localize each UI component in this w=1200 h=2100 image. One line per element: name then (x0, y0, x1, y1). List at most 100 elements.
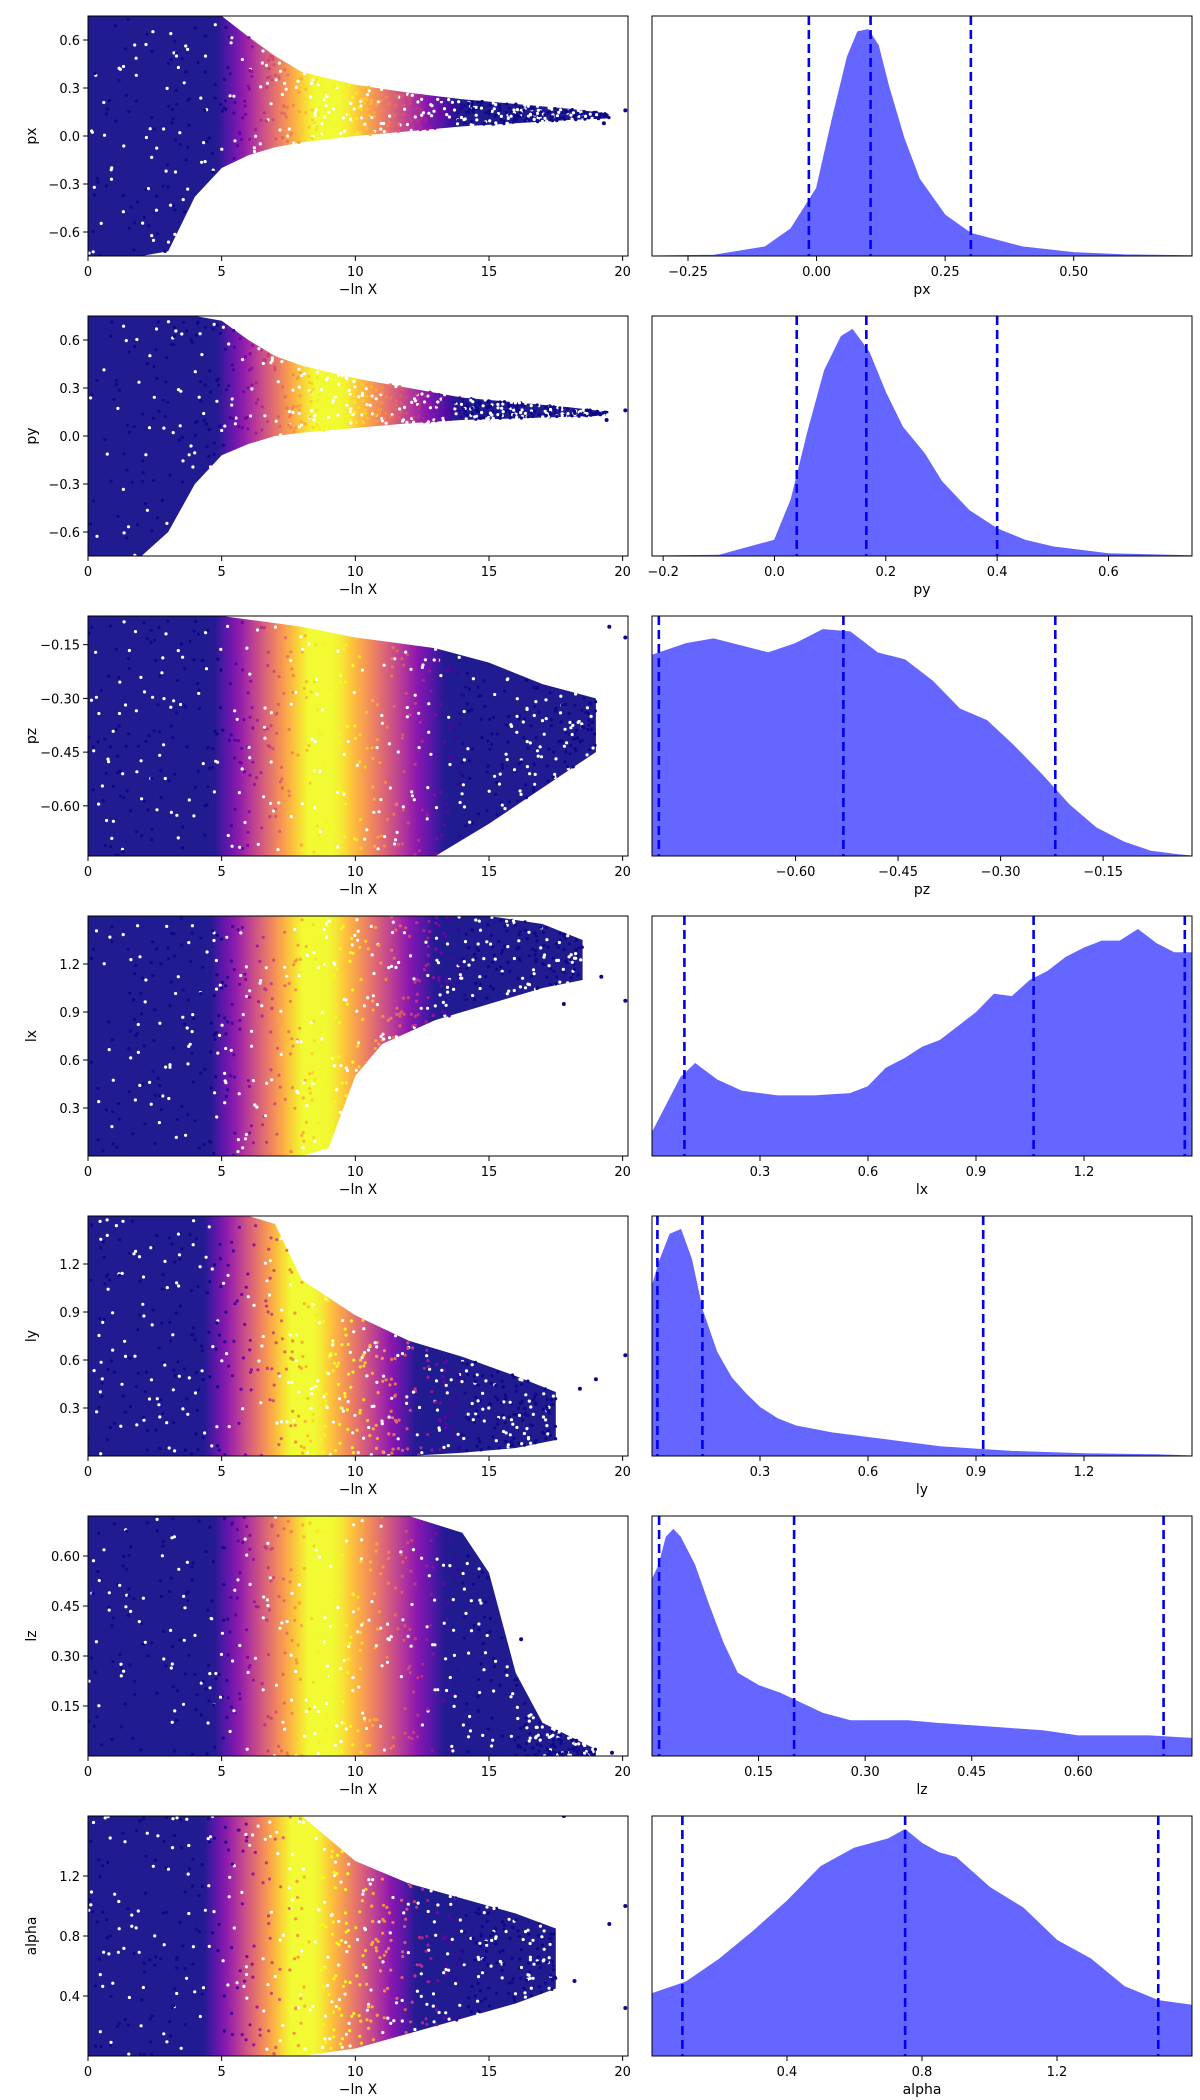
xtick-label: 5 (218, 865, 226, 880)
sample-point (399, 393, 403, 398)
sample-point (171, 1685, 175, 1689)
sample-point (224, 25, 228, 29)
sample-point (372, 111, 376, 115)
sample-point (290, 1350, 294, 1354)
sample-point (192, 814, 196, 818)
sample-point (232, 345, 236, 349)
sample-point (204, 422, 208, 426)
sample-point (502, 1416, 506, 1420)
sample-point (302, 1446, 306, 1450)
sample-point (507, 989, 511, 993)
sample-point (96, 180, 100, 184)
sample-point (213, 1745, 217, 1749)
sample-point (318, 1385, 322, 1389)
sample-point (428, 929, 432, 934)
sample-point (360, 1641, 364, 1645)
sample-point (518, 985, 523, 989)
sample-point (179, 916, 183, 920)
sample-point (623, 998, 628, 1003)
sample-point (368, 1434, 372, 1438)
sample-point (526, 1928, 530, 1932)
sample-point (270, 1367, 274, 1371)
sample-point (422, 1366, 426, 1370)
sample-point (324, 1674, 329, 1678)
sample-point (301, 1451, 305, 1455)
sample-point (573, 737, 577, 741)
sample-point (245, 1628, 249, 1632)
sample-point (364, 387, 368, 391)
sample-point (377, 1920, 381, 1924)
sample-point (324, 1701, 329, 1706)
sample-point (574, 1742, 578, 1746)
sample-point (278, 1938, 282, 1942)
sample-point (459, 402, 464, 406)
sample-point (585, 753, 589, 757)
sample-point (296, 943, 300, 947)
sample-point (221, 325, 225, 329)
sample-point (242, 718, 246, 722)
sample-point (540, 719, 545, 723)
sample-point (352, 1358, 356, 1362)
sample-point (551, 775, 555, 779)
sample-point (171, 431, 175, 435)
sample-point (452, 1435, 456, 1439)
sample-point (174, 1311, 178, 1315)
sample-point (422, 929, 426, 933)
sample-point (379, 1524, 383, 1528)
sample-point (224, 1095, 228, 1099)
sample-point (362, 1364, 366, 1368)
sample-point (173, 325, 177, 330)
sample-point (217, 1922, 221, 1926)
trace-axes (87, 315, 629, 557)
sample-point (222, 2029, 226, 2033)
sample-point (444, 418, 448, 422)
sample-point (88, 1719, 91, 1723)
xtick-label: 20 (614, 1765, 631, 1780)
sample-point (253, 1850, 257, 1855)
sample-point (347, 388, 351, 392)
sample-point (341, 1409, 345, 1413)
sample-point (405, 705, 409, 710)
sample-point (108, 1934, 112, 1938)
sample-point (295, 1661, 299, 1665)
sample-point (393, 1418, 398, 1423)
sample-point (371, 785, 375, 789)
sample-point (442, 1699, 446, 1703)
sample-point (434, 936, 439, 940)
sample-point (426, 420, 430, 424)
sample-point (141, 1302, 145, 1306)
sample-point (175, 102, 179, 106)
sample-point (169, 31, 173, 36)
sample-point (439, 397, 443, 401)
sample-point (514, 1389, 519, 1393)
sample-point (567, 1736, 571, 1740)
sample-point (585, 111, 589, 115)
xtick-label: 0 (84, 265, 92, 280)
sample-point (344, 1727, 348, 1731)
sample-point (175, 1281, 179, 1285)
sample-point (457, 962, 461, 966)
sample-point (100, 784, 104, 788)
sample-point (224, 1046, 228, 1051)
sample-point (523, 783, 528, 787)
sample-point (420, 1674, 424, 1678)
sample-point (169, 724, 173, 728)
sample-point (476, 1975, 481, 1979)
sample-point (197, 395, 201, 399)
sample-point (420, 1723, 424, 1727)
sample-point (127, 648, 131, 653)
sample-point (547, 747, 551, 751)
sample-point (176, 975, 180, 979)
sample-point (552, 1932, 556, 1936)
sample-point (173, 1260, 177, 1264)
sample-point (291, 388, 295, 392)
sample-point (363, 1361, 367, 1365)
sample-point (144, 188, 148, 192)
sample-point (370, 746, 374, 750)
sample-point (299, 1444, 303, 1448)
sample-point (550, 115, 555, 119)
sample-point (354, 420, 359, 424)
sample-point (549, 1973, 553, 1977)
posterior-axes (651, 615, 1193, 857)
